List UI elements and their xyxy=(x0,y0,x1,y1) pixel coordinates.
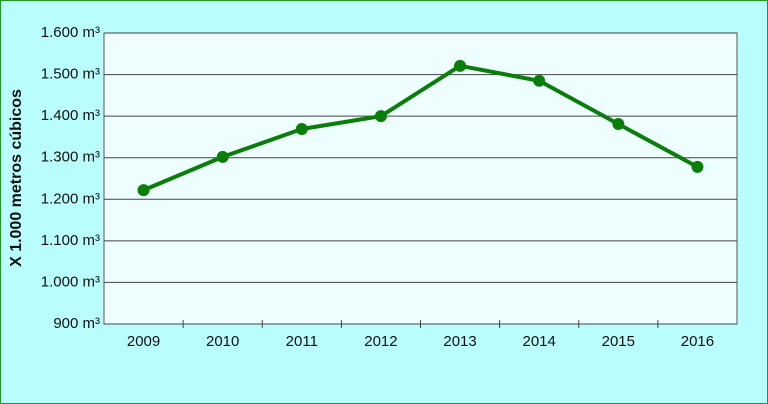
y-tick-label: 900 m³ xyxy=(53,315,100,332)
marker xyxy=(612,118,625,131)
y-axis-label: X 1.000 metros cúbicos xyxy=(8,89,25,267)
marker xyxy=(295,123,308,136)
x-tick-label: 2011 xyxy=(286,333,318,350)
x-tick-label: 2012 xyxy=(364,333,397,350)
y-tick-label: 1.300 m³ xyxy=(41,149,100,166)
x-tick-label: 2015 xyxy=(602,333,635,350)
marker xyxy=(216,150,229,163)
y-tick-label: 1.500 m³ xyxy=(41,66,100,83)
y-tick-label: 1.000 m³ xyxy=(41,273,100,290)
y-tick-label: 1.200 m³ xyxy=(41,190,100,207)
marker xyxy=(533,74,546,87)
x-tick-label: 2014 xyxy=(523,333,556,350)
line xyxy=(142,63,699,192)
plot-area xyxy=(103,32,738,325)
x-tick-label: 2013 xyxy=(443,333,476,350)
marker xyxy=(691,160,704,173)
y-tick-label: 1.400 m³ xyxy=(41,107,100,124)
marker xyxy=(137,184,150,197)
marker xyxy=(454,59,467,72)
y-tick-label: 1.600 m³ xyxy=(41,24,100,41)
marker xyxy=(374,110,387,123)
x-tick-label: 2009 xyxy=(127,333,160,350)
y-tick-label: 1.100 m³ xyxy=(41,232,100,249)
x-tick-label: 2016 xyxy=(681,333,714,350)
x-tick-label: 2010 xyxy=(206,333,239,350)
